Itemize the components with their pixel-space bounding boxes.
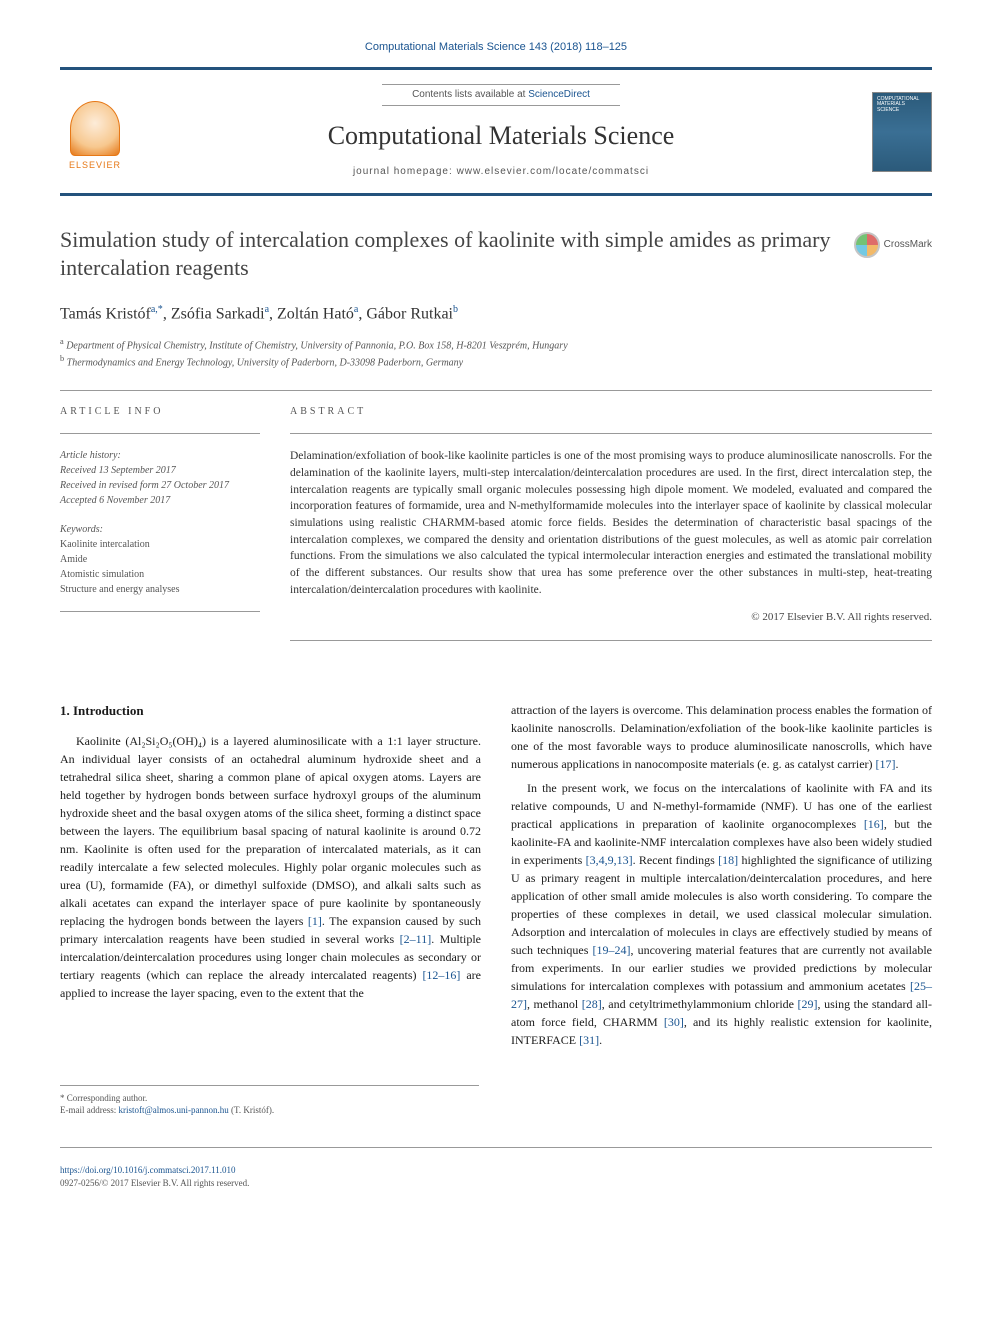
cite-19-24[interactable]: [19–24] (592, 943, 630, 957)
author-4: Gábor Rutkai (366, 305, 453, 322)
email-name: (T. Kristóf). (231, 1105, 274, 1115)
author-2: Zsófia Sarkadi (171, 305, 265, 322)
crossmark-label: CrossMark (884, 238, 932, 252)
authors-line: Tamás Kristófa,*, Zsófia Sarkadia, Zoltá… (60, 303, 932, 326)
info-divider-1 (60, 433, 260, 434)
homepage-url[interactable]: www.elsevier.com/locate/commatsci (457, 166, 650, 177)
history-accepted: Accepted 6 November 2017 (60, 493, 260, 508)
p1c-text-b: . (896, 757, 899, 771)
elsevier-name: ELSEVIER (69, 159, 121, 172)
p2-text-j: . (599, 1033, 602, 1047)
p1c-text-a: attraction of the layers is overcome. Th… (511, 703, 932, 771)
intro-paragraph-1: Kaolinite (Al₂Si₂O₅(OH)₄) is a layered a… (60, 732, 481, 1002)
info-abstract-row: article info Article history: Received 1… (60, 405, 932, 670)
abstract-text: Delamination/exfoliation of book-like ka… (290, 448, 932, 598)
journal-homepage: journal homepage: www.elsevier.com/locat… (130, 165, 872, 179)
elsevier-tree-icon (70, 101, 120, 156)
contents-available: Contents lists available at ScienceDirec… (382, 84, 620, 106)
cite-2-11[interactable]: [2–11] (400, 932, 432, 946)
keyword-2: Amide (60, 552, 260, 567)
article-title: Simulation study of intercalation comple… (60, 226, 834, 283)
cite-3-4-9-13[interactable]: [3,4,9,13] (586, 853, 633, 867)
author-3: Zoltán Ható (277, 305, 354, 322)
issn-copyright: 0927-0256/© 2017 Elsevier B.V. All right… (60, 1177, 932, 1190)
author-1-affil: a,* (151, 304, 163, 315)
journal-title: Computational Materials Science (130, 118, 872, 154)
crossmark-icon (854, 232, 880, 258)
cite-18[interactable]: [18] (718, 853, 738, 867)
keyword-4: Structure and energy analyses (60, 582, 260, 597)
intro-paragraph-2: In the present work, we focus on the int… (511, 779, 932, 1049)
history-received: Received 13 September 2017 (60, 463, 260, 478)
cite-29[interactable]: [29] (798, 997, 818, 1011)
body-column-right: attraction of the layers is overcome. Th… (511, 701, 932, 1055)
sciencedirect-link[interactable]: ScienceDirect (528, 89, 590, 100)
cover-title: COMPUTATIONAL MATERIALS SCIENCE (877, 97, 927, 114)
body-two-column: 1. Introduction Kaolinite (Al₂Si₂O₅(OH)₄… (60, 701, 932, 1055)
article-info-sidebar: article info Article history: Received 1… (60, 405, 260, 654)
email-label: E-mail address: (60, 1105, 118, 1115)
history-label: Article history: (60, 448, 260, 463)
journal-cover-thumbnail: COMPUTATIONAL MATERIALS SCIENCE (872, 92, 932, 172)
cite-30[interactable]: [30] (664, 1015, 684, 1029)
elsevier-logo: ELSEVIER (60, 92, 130, 172)
cite-12-16[interactable]: [12–16] (422, 968, 460, 982)
history-revised: Received in revised form 27 October 2017 (60, 478, 260, 493)
p2-text-g: , and cetyltrimethylammonium chloride (602, 997, 798, 1011)
affiliation-b: Thermodynamics and Energy Technology, Un… (67, 357, 463, 368)
affiliation-a: Department of Physical Chemistry, Instit… (66, 340, 567, 351)
journal-header-center: Contents lists available at ScienceDirec… (130, 84, 872, 178)
abstract-divider-2 (290, 640, 932, 641)
author-4-affil: b (453, 304, 458, 315)
footnotes: * Corresponding author. E-mail address: … (60, 1085, 479, 1117)
p2-text-f: , methanol (527, 997, 582, 1011)
email-link[interactable]: kristoft@almos.uni-pannon.hu (118, 1105, 228, 1115)
title-row: Simulation study of intercalation comple… (60, 226, 932, 303)
info-divider-2 (60, 611, 260, 612)
keyword-1: Kaolinite intercalation (60, 537, 260, 552)
author-3-affil: a (354, 304, 358, 315)
author-1: Tamás Kristóf (60, 305, 151, 322)
abstract-divider-1 (290, 433, 932, 434)
journal-header: ELSEVIER Contents lists available at Sci… (60, 67, 932, 195)
email-line: E-mail address: kristoft@almos.uni-panno… (60, 1104, 479, 1117)
cite-1[interactable]: [1] (308, 914, 322, 928)
article-history: Article history: Received 13 September 2… (60, 448, 260, 508)
p2-text-d: highlighted the significance of utilizin… (511, 853, 932, 957)
homepage-label: journal homepage: (353, 166, 457, 177)
keywords-block: Keywords: Kaolinite intercalation Amide … (60, 522, 260, 597)
corresponding-author-note: * Corresponding author. (60, 1092, 479, 1105)
section-1-heading: 1. Introduction (60, 701, 481, 721)
article-info-heading: article info (60, 405, 260, 419)
p1-text-a: Kaolinite (Al₂Si₂O₅(OH)₄) is a layered a… (60, 734, 481, 928)
abstract-column: abstract Delamination/exfoliation of boo… (290, 405, 932, 654)
crossmark-badge[interactable]: CrossMark (854, 232, 932, 258)
cite-16[interactable]: [16] (864, 817, 884, 831)
citation-line: Computational Materials Science 143 (201… (60, 40, 932, 55)
cite-31[interactable]: [31] (579, 1033, 599, 1047)
body-column-left: 1. Introduction Kaolinite (Al₂Si₂O₅(OH)₄… (60, 701, 481, 1055)
doi-link[interactable]: https://doi.org/10.1016/j.commatsci.2017… (60, 1165, 236, 1175)
intro-paragraph-1-cont: attraction of the layers is overcome. Th… (511, 701, 932, 773)
contents-prefix: Contents lists available at (412, 89, 528, 100)
abstract-copyright: © 2017 Elsevier B.V. All rights reserved… (290, 610, 932, 625)
abstract-heading: abstract (290, 405, 932, 419)
cite-17[interactable]: [17] (876, 757, 896, 771)
affiliations: a Department of Physical Chemistry, Inst… (60, 336, 932, 371)
keywords-label: Keywords: (60, 522, 260, 537)
keyword-3: Atomistic simulation (60, 567, 260, 582)
author-2-affil: a (265, 304, 269, 315)
cite-28[interactable]: [28] (582, 997, 602, 1011)
doi-block: https://doi.org/10.1016/j.commatsci.2017… (60, 1164, 932, 1189)
footer-divider (60, 1147, 932, 1148)
divider-top (60, 390, 932, 391)
p2-text-c: . Recent findings (633, 853, 719, 867)
